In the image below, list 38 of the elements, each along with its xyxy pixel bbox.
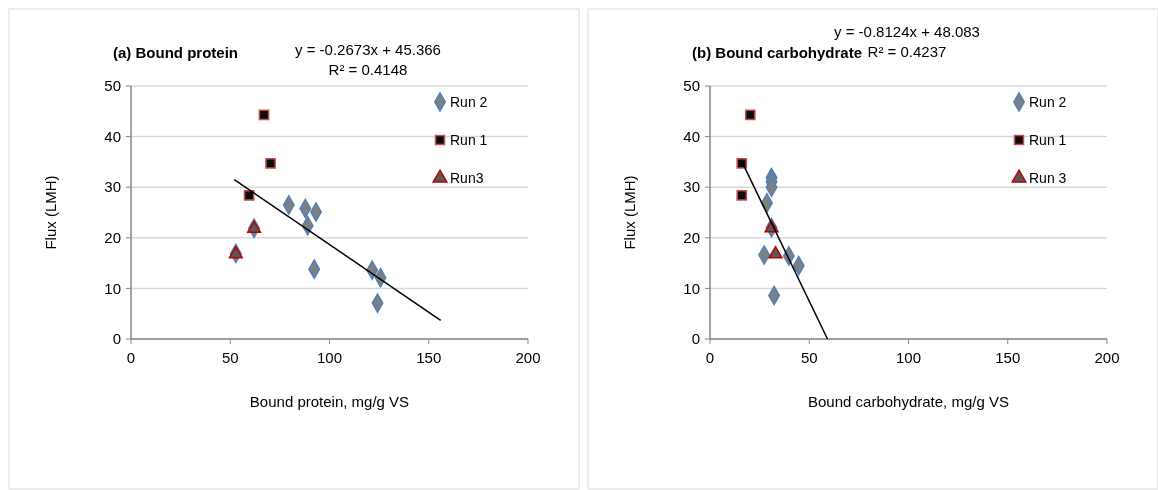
x-tick-label: 200	[1094, 349, 1120, 366]
x-tick-label: 0	[705, 349, 715, 366]
y-tick-label: 20	[104, 229, 121, 247]
chart-title: (b) Bound carbohydrate	[692, 44, 863, 61]
x-tick-label: 150	[416, 349, 442, 366]
x-tick-label: 200	[515, 349, 541, 366]
y-tick-label: 40	[104, 127, 121, 145]
text: y = -0.8124x + 48.083	[834, 23, 980, 40]
legend-label: Run3	[450, 169, 484, 186]
y-axis-title: Flux (LMH)	[42, 175, 59, 250]
text: y = -0.2673x + 45.366	[295, 41, 441, 58]
y-tick-label: 20	[683, 229, 700, 247]
x-axis-title: Bound carbohydrate, mg/g VS	[808, 393, 1009, 410]
legend-label: Run 1	[1029, 131, 1067, 148]
chart-title: (a) Bound protein	[113, 44, 238, 61]
x-tick-label: 100	[316, 349, 343, 366]
text: R² = 0.4237	[867, 43, 947, 60]
y-axis-title: Flux (LMH)	[621, 175, 638, 250]
y-tick-label: 0	[691, 330, 700, 348]
x-tick-label: 150	[995, 349, 1021, 366]
x-axis-title: Bound protein, mg/g VS	[249, 393, 410, 410]
y-tick-label: 0	[112, 330, 121, 348]
y-tick-label: 40	[683, 127, 700, 145]
y-tick-label: 30	[104, 178, 121, 196]
y-tick-label: 30	[683, 178, 700, 196]
x-tick-label: 50	[800, 349, 818, 366]
y-tick-label: 10	[104, 279, 121, 297]
x-tick-label: 50	[221, 349, 239, 366]
legend-label: Run 1	[450, 131, 488, 148]
legend-label: Run 3	[1029, 169, 1067, 186]
y-tick-label: 10	[683, 279, 700, 297]
legend-label: Run 2	[450, 93, 488, 110]
y-tick-label: 50	[104, 77, 121, 95]
y-tick-label: 50	[683, 77, 700, 95]
text: R² = 0.4148	[328, 61, 408, 78]
legend-label: Run 2	[1029, 93, 1067, 110]
x-tick-label: 100	[895, 349, 922, 366]
x-tick-label: 0	[126, 349, 136, 366]
